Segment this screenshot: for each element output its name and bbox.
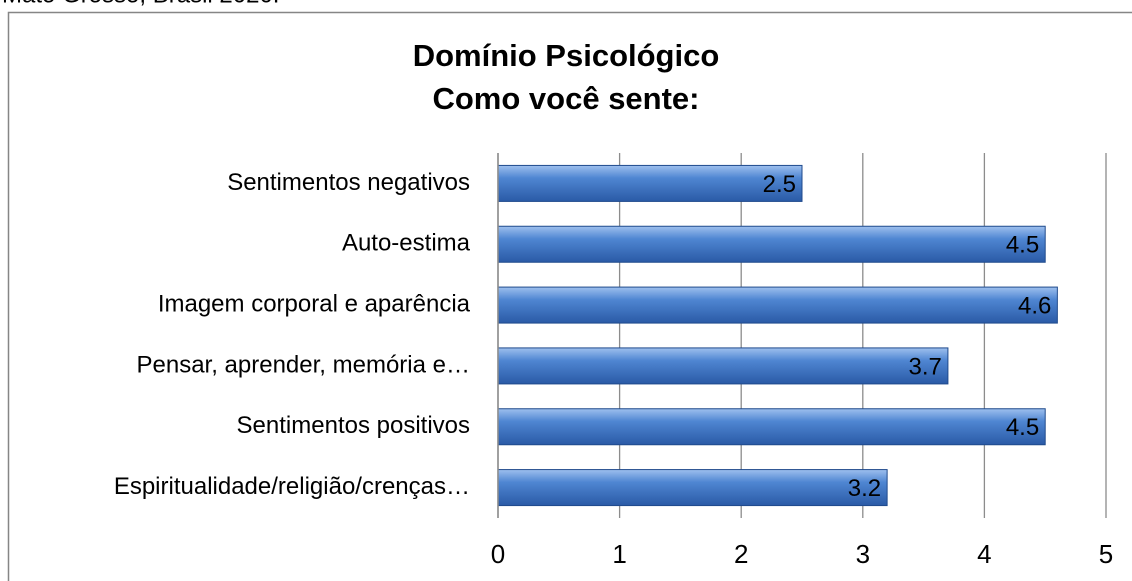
y-tick-label: Sentimentos positivos	[237, 412, 470, 439]
data-label: 3.2	[848, 475, 881, 502]
data-label: 3.7	[909, 353, 942, 380]
bar	[497, 408, 1046, 446]
x-tick-label: 3	[856, 539, 870, 569]
bar	[497, 347, 949, 385]
caption: Mato Grosso, Brasil 2020.	[2, 0, 279, 8]
bar	[497, 164, 803, 202]
x-tick-label: 5	[1099, 539, 1113, 569]
bar	[497, 469, 888, 507]
y-tick-label: Pensar, aprender, memória e…	[136, 351, 470, 378]
chart-title: Domínio Psicológico	[413, 38, 720, 73]
x-tick-label: 4	[977, 539, 991, 569]
data-label: 4.5	[1006, 232, 1039, 259]
y-tick-label: Imagem corporal e aparência	[158, 290, 471, 317]
bar	[497, 286, 1058, 324]
y-tick-label: Sentimentos negativos	[227, 169, 470, 196]
bar	[497, 225, 1046, 263]
x-tick-label: 2	[734, 539, 748, 569]
x-tick-label: 0	[491, 539, 505, 569]
x-tick-label: 1	[612, 539, 626, 569]
y-tick-label: Auto-estima	[342, 230, 471, 257]
data-label: 4.5	[1006, 414, 1039, 441]
chart-frame	[7, 11, 1132, 581]
y-tick-label: Espiritualidade/religião/crenças…	[114, 473, 470, 500]
data-label: 2.5	[763, 171, 796, 198]
data-label: 4.6	[1018, 292, 1051, 319]
plot: 0 1 2 3 4 5 Sentimentos negativos 2.5 Auto-estim…	[114, 153, 1113, 569]
chart-title: Como você sente:	[432, 81, 699, 116]
